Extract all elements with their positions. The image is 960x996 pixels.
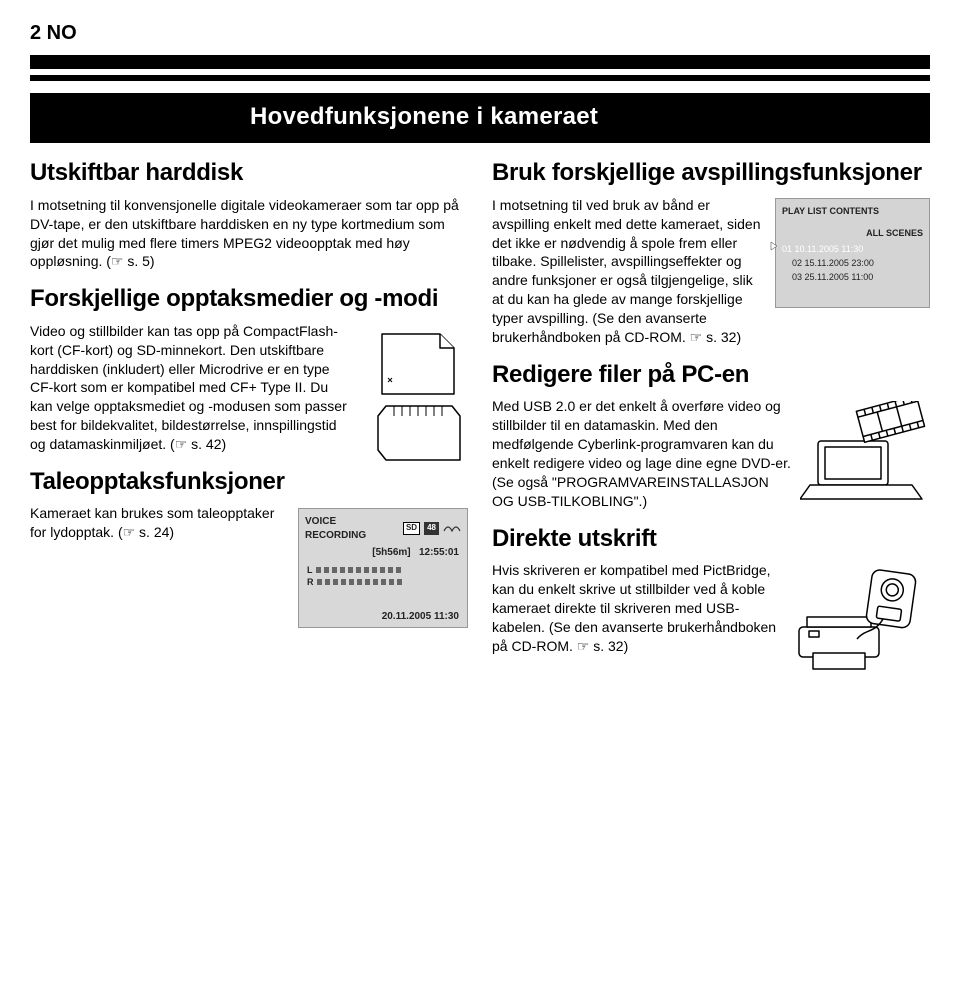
playlist-row: 02 15.11.2005 23:00 <box>782 257 923 269</box>
right-column: Bruk forskjellige avspillingsfunksjoner … <box>492 157 930 684</box>
clock-time: 12:55:01 <box>419 547 459 558</box>
page-number: 2 NO <box>30 20 930 47</box>
heading-harddisk: Utskiftbar harddisk <box>30 157 468 189</box>
playlist-cursor-icon <box>770 241 778 256</box>
voice-recording-panel: VOICE RECORDING SD 48 [5h56m] 12:55:01 L… <box>298 508 468 628</box>
playlist-row: 03 25.11.2005 11:00 <box>782 271 923 283</box>
voice-panel-title: VOICE RECORDING <box>305 515 395 542</box>
memory-cards-icon <box>362 326 472 471</box>
voice-date: 20.11.2005 11:30 <box>382 610 459 624</box>
playlist-panel: PLAY LIST CONTENTS ALL SCENES 01 10.11.2… <box>775 198 930 308</box>
playlist-row: 01 10.11.2005 11:30 <box>782 243 923 255</box>
sd-badge-icon: SD <box>403 522 420 535</box>
divider-top <box>30 55 930 69</box>
rate-badge-icon: 48 <box>424 522 439 535</box>
channel-l-label: L <box>307 564 313 576</box>
heading-voice: Taleopptaksfunksjoner <box>30 466 468 498</box>
level-meter: L R <box>299 562 467 590</box>
left-column: Utskiftbar harddisk I motsetning til kon… <box>30 157 468 684</box>
heading-print: Direkte utskrift <box>492 523 930 555</box>
laptop-film-icon <box>800 401 930 511</box>
playlist-subtitle: ALL SCENES <box>782 227 923 239</box>
divider-thin <box>30 75 930 81</box>
page-title: Hovedfunksjonene i kameraet <box>30 93 930 143</box>
signal-icon <box>443 522 461 537</box>
heading-media: Forskjellige opptaksmedier og -modi <box>30 283 468 315</box>
body-harddisk: I motsetning til konvensjonelle digitale… <box>30 196 468 272</box>
channel-r-label: R <box>307 576 314 588</box>
heading-pc-edit: Redigere filer på PC-en <box>492 359 930 391</box>
time-remaining: [5h56m] <box>372 547 410 558</box>
playlist-title: PLAY LIST CONTENTS <box>782 205 923 217</box>
content-columns: Utskiftbar harddisk I motsetning til kon… <box>30 157 930 684</box>
heading-playback: Bruk forskjellige avspillingsfunksjoner <box>492 157 930 189</box>
camera-printer-icon <box>795 565 930 680</box>
